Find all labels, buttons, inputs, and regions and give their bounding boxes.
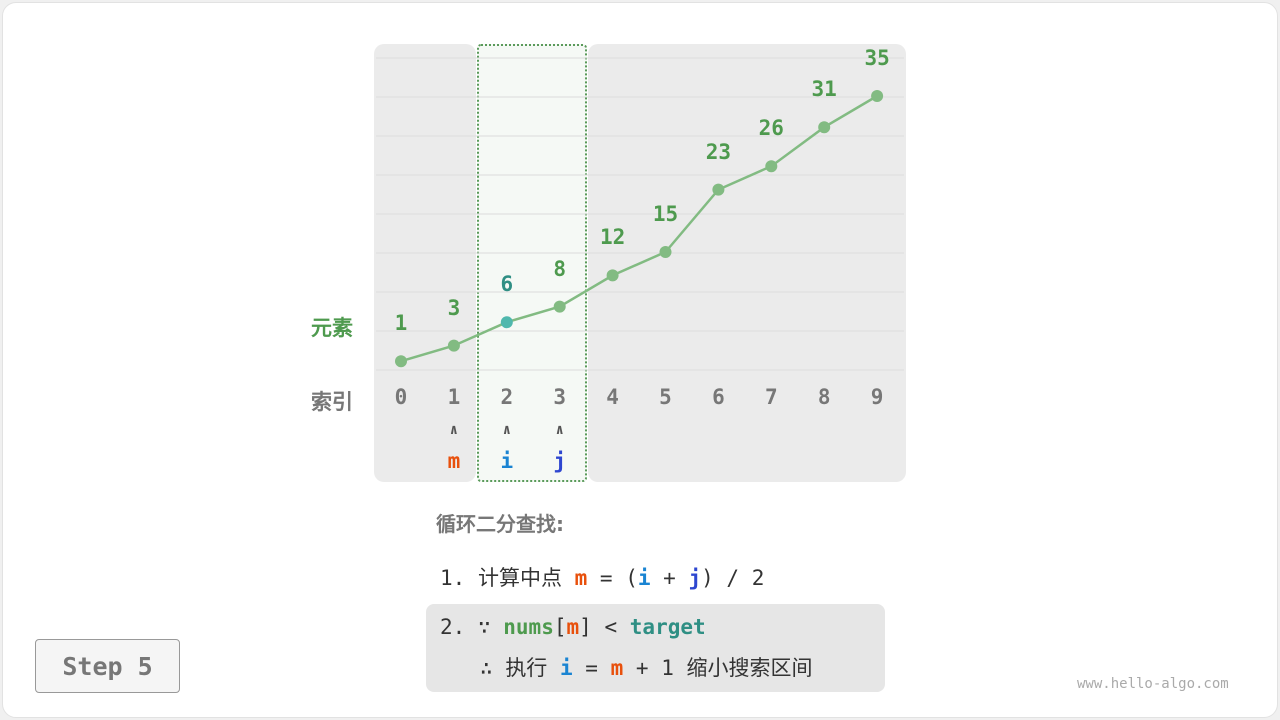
search-window xyxy=(477,44,587,482)
row-label-values: 元素 xyxy=(311,316,353,340)
step3-line: ∴ 执行 i = m + 1 缩小搜索区间 xyxy=(480,652,813,682)
var-target: target xyxy=(629,615,706,639)
value-label: 26 xyxy=(758,116,784,141)
value-label: 12 xyxy=(599,225,626,250)
var-i: i xyxy=(637,566,651,590)
value-label: 15 xyxy=(652,202,679,226)
text: 执行 xyxy=(505,656,548,680)
value-label: 6 xyxy=(500,272,514,297)
index-label: 0 xyxy=(394,385,408,409)
pointer-arrow-icon: ∧ xyxy=(449,422,459,438)
index-label: 8 xyxy=(817,385,831,409)
index-label: 3 xyxy=(553,385,567,409)
text: < xyxy=(604,615,618,639)
step1-line: 1. 计算中点 m = (i + j) / 2 xyxy=(440,562,764,592)
value-label: 1 xyxy=(394,311,408,336)
value-point xyxy=(395,355,407,368)
value-point xyxy=(606,269,619,282)
pointer-m: m xyxy=(447,449,461,473)
value-point xyxy=(712,183,725,196)
value-line xyxy=(400,94,878,363)
index-label: 4 xyxy=(606,385,619,409)
text: + xyxy=(663,566,676,590)
text: [ xyxy=(553,615,567,639)
index-label: 9 xyxy=(870,385,884,409)
index-label: 5 xyxy=(659,385,672,409)
value-point xyxy=(871,90,884,102)
text: ] xyxy=(579,615,592,639)
text: 缩小搜索区间 xyxy=(686,656,813,680)
index-label: 6 xyxy=(712,385,725,409)
step-button[interactable]: Step 5 xyxy=(35,639,180,693)
value-label: 35 xyxy=(864,46,890,70)
value-point xyxy=(447,339,460,352)
row-label-indices: 索引 xyxy=(311,390,353,414)
step2-line: 2. ∵ nums[m] < target xyxy=(440,615,706,639)
pointer-arrow-icon: ∧ xyxy=(555,422,564,438)
var-m: m xyxy=(574,566,588,590)
text: 计算中点 xyxy=(477,566,562,590)
explain-title: 循环二分查找: xyxy=(436,512,564,536)
var-i: i xyxy=(559,656,573,680)
step-number: 2. xyxy=(440,615,466,639)
text: + 1 xyxy=(635,656,674,680)
pointer-arrow-icon: ∧ xyxy=(502,422,512,438)
value-label: 8 xyxy=(553,256,567,281)
value-label: 3 xyxy=(447,295,461,320)
excluded-region-left xyxy=(374,44,476,482)
pointer-j: j xyxy=(553,449,567,473)
var-j: j xyxy=(688,566,702,590)
value-point xyxy=(765,160,778,173)
var-m: m xyxy=(566,615,580,639)
text: = ( xyxy=(599,566,638,590)
value-point xyxy=(659,246,672,258)
var-nums: nums xyxy=(503,615,554,639)
because-symbol: ∵ xyxy=(477,615,491,639)
index-label: 2 xyxy=(500,385,514,409)
highlight-box xyxy=(426,604,885,692)
index-label: 7 xyxy=(764,385,778,409)
therefore-symbol: ∴ xyxy=(480,656,493,680)
value-point xyxy=(553,300,566,313)
value-label: 23 xyxy=(705,139,732,164)
pointer-i: i xyxy=(500,449,514,473)
value-point xyxy=(818,121,831,134)
value-point xyxy=(500,316,513,329)
step-number: 1. xyxy=(440,566,466,590)
watermark: www.hello-algo.com xyxy=(1077,676,1229,692)
value-label: 31 xyxy=(811,77,837,102)
index-label: 1 xyxy=(447,385,461,409)
var-m: m xyxy=(610,656,624,680)
text: = xyxy=(585,656,598,680)
text: ) / 2 xyxy=(701,566,765,590)
